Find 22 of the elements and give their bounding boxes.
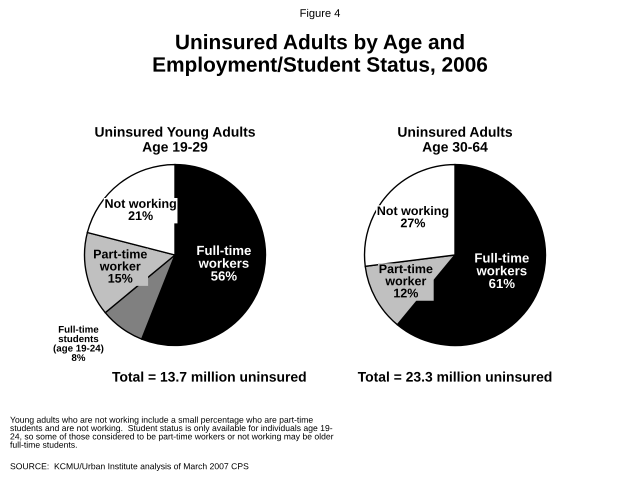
text: Total = 13.7 million uninsured	[112, 372, 306, 382]
data-label: 12%	[394, 288, 418, 298]
data-label: 15%	[108, 274, 132, 283]
slice-label: Part-time worker	[94, 249, 147, 271]
text: Young adults who are not working include a small percentage who are part-time students and are not working. Student status is only available for individuals age 19- 24, so some of those considered to be part-time workers or not working may be older full-time students.	[10, 416, 334, 448]
slice-label: Not working	[378, 206, 448, 218]
text: Total = 23.3 million uninsured	[358, 372, 552, 382]
chart-title: Uninsured Young Adults Age 19-29	[95, 126, 255, 155]
data-label: 8%	[72, 354, 86, 362]
slice-label: Full-time students (age 19-24)	[54, 326, 104, 354]
caption: Figure 4	[300, 8, 340, 20]
data-label: 27%	[400, 218, 426, 228]
slice-label: Part-time worker	[380, 264, 433, 286]
data-label: 56%	[211, 271, 237, 281]
data-label: 61%	[489, 278, 515, 288]
slice-label: Full-time workers	[475, 252, 529, 276]
source-note: SOURCE: KCMU/Urban Institute analysis of March 2007 CPS	[10, 462, 248, 472]
text: Uninsured Adults by Age and Employment/Student Status, 2006	[154, 34, 488, 76]
data-label: 21%	[128, 211, 153, 220]
slice-label: Not working	[105, 198, 176, 210]
slice-label: Full-time workers	[197, 245, 251, 268]
chart-title: Uninsured Adults Age 30-64	[398, 126, 512, 155]
